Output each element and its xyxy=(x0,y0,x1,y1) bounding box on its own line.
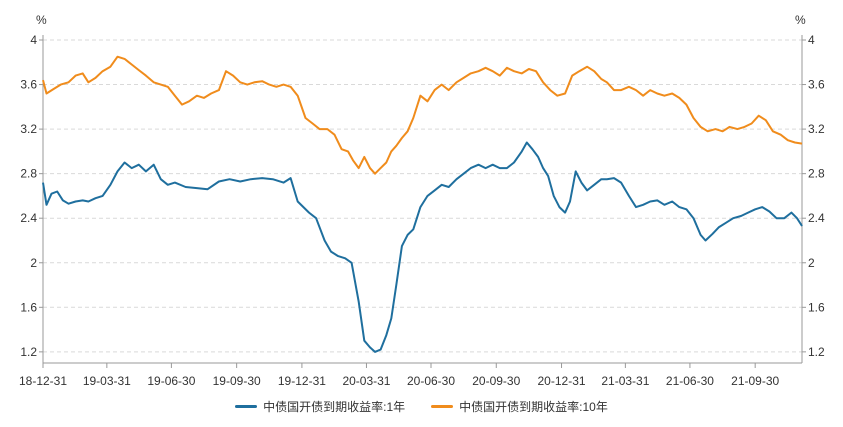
legend-label: 中债国开债到期收益率:10年 xyxy=(459,400,608,414)
y-tick-label-right: 2 xyxy=(808,256,815,270)
y-tick-label-right: 1.2 xyxy=(808,345,825,359)
x-tick-label: 20-03-31 xyxy=(342,374,390,388)
y-tick-label-right: 2.4 xyxy=(808,211,825,225)
line-chart: 1.2 1.2 1.6 1.6 2 2 2.4 2.4 2.8 2.8 3.2 3.2 3.6 3.6 4 4… xyxy=(19,13,825,388)
x-tick-label: 20-12-31 xyxy=(538,374,586,388)
axes xyxy=(39,35,806,368)
y-tick-label-left: 3.6 xyxy=(20,78,37,92)
x-tick-label: 19-09-30 xyxy=(213,374,261,388)
x-tick-label: 21-06-30 xyxy=(666,374,714,388)
series-lines xyxy=(42,55,803,353)
legend-swatch xyxy=(431,405,454,408)
y-tick-label-left: 3.2 xyxy=(20,122,37,136)
legend-item: 中债国开债到期收益率:10年 xyxy=(431,398,608,415)
y-tick-label-left: 2.4 xyxy=(20,211,37,225)
x-tick-label: 19-12-31 xyxy=(278,374,326,388)
y-tick-label-right: 1.6 xyxy=(808,300,825,314)
y-unit-right: % xyxy=(795,13,806,27)
y-tick-label-right: 3.6 xyxy=(808,78,825,92)
y-tick-label-left: 1.2 xyxy=(20,345,37,359)
x-tick-label: 18-12-31 xyxy=(19,374,67,388)
legend-swatch xyxy=(235,405,258,408)
x-tick-label: 21-03-31 xyxy=(601,374,649,388)
series-line-1y xyxy=(42,141,803,353)
x-tick-label: 20-06-30 xyxy=(407,374,455,388)
y-tick-label-right: 4 xyxy=(808,33,815,47)
gridlines xyxy=(43,39,802,353)
tick-labels: 1.2 1.2 1.6 1.6 2 2 2.4 2.4 2.8 2.8 3.2 3.2 3.6 3.6 4 4… xyxy=(19,13,825,388)
y-tick-label-left: 4 xyxy=(30,33,37,47)
legend-label: 中债国开债到期收益率:1年 xyxy=(263,400,406,414)
y-tick-label-left: 1.6 xyxy=(20,300,37,314)
y-tick-label-right: 3.2 xyxy=(808,122,825,136)
x-tick-label: 20-09-30 xyxy=(472,374,520,388)
y-tick-label-left: 2 xyxy=(30,256,37,270)
x-tick-label: 19-03-31 xyxy=(83,374,131,388)
series-line-10y xyxy=(42,55,803,175)
legend-item: 中债国开债到期收益率:1年 xyxy=(235,398,405,415)
x-tick-label: 19-06-30 xyxy=(147,374,195,388)
y-tick-label-right: 2.8 xyxy=(808,167,825,181)
chart-legend: 中债国开债到期收益率:1年 中债国开债到期收益率:10年 xyxy=(0,398,843,415)
y-unit-left: % xyxy=(36,13,47,27)
x-tick-label: 21-09-30 xyxy=(731,374,779,388)
y-tick-label-left: 2.8 xyxy=(20,167,37,181)
